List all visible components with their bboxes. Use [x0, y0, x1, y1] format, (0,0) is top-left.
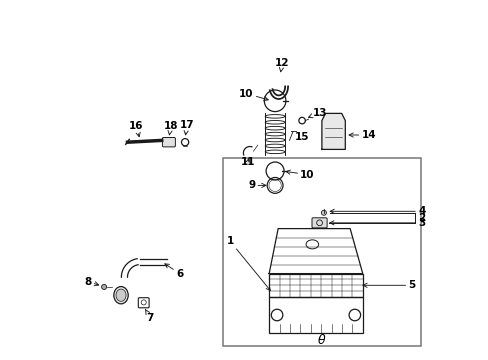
Text: 4: 4: [329, 206, 425, 216]
FancyBboxPatch shape: [162, 138, 175, 147]
Text: 2: 2: [417, 213, 425, 223]
Text: 18: 18: [163, 121, 178, 135]
Text: 9: 9: [248, 180, 265, 190]
Text: 14: 14: [348, 130, 375, 140]
Text: 8: 8: [84, 276, 99, 287]
Text: 1: 1: [226, 236, 270, 291]
Text: 11: 11: [241, 157, 255, 167]
Text: 6: 6: [164, 264, 183, 279]
Text: 10: 10: [239, 89, 268, 101]
Polygon shape: [321, 113, 345, 149]
Circle shape: [321, 210, 325, 215]
Bar: [223, 158, 420, 346]
Bar: [268, 274, 362, 297]
Text: 15: 15: [294, 132, 309, 142]
Text: 16: 16: [129, 121, 143, 137]
Text: θ: θ: [317, 334, 325, 347]
Text: 17: 17: [179, 120, 194, 135]
Text: 5: 5: [362, 280, 415, 290]
FancyBboxPatch shape: [311, 218, 326, 228]
Ellipse shape: [114, 287, 128, 304]
Text: 12: 12: [274, 58, 289, 72]
Text: 10: 10: [285, 170, 314, 180]
Bar: [268, 297, 362, 333]
Ellipse shape: [116, 289, 126, 301]
Text: 3: 3: [329, 218, 425, 228]
Text: 7: 7: [145, 310, 154, 323]
Circle shape: [102, 284, 106, 289]
Text: 13: 13: [308, 108, 327, 118]
